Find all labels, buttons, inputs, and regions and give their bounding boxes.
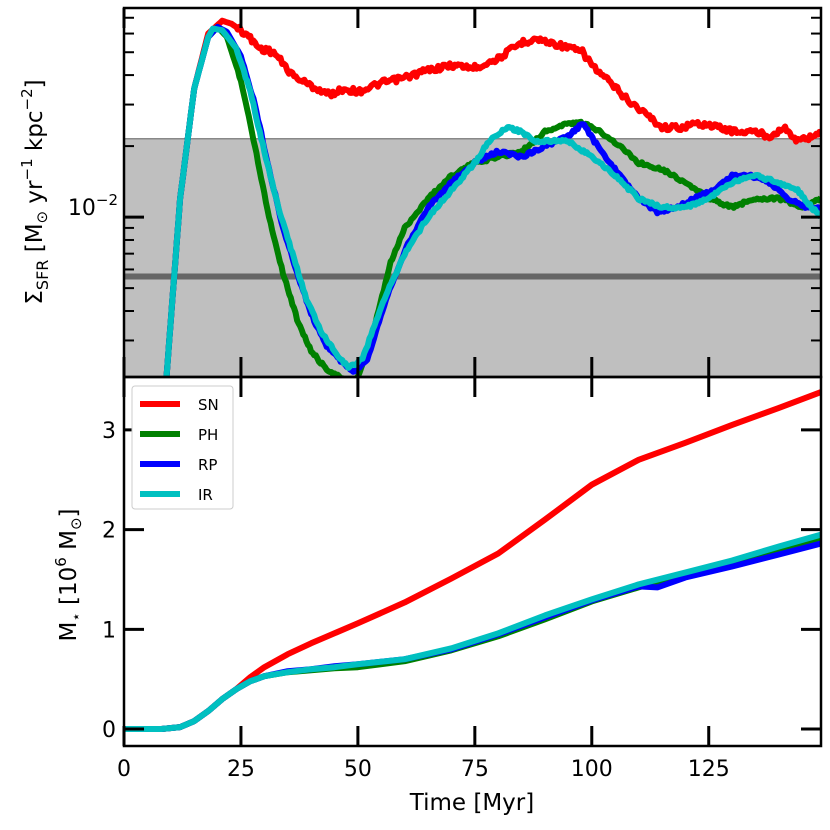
legend-box [131,385,234,510]
sfr-line-ir [163,25,821,377]
ytick-label: 3 [102,419,116,444]
mass-line-ir [124,531,821,732]
mass-panel-frame [122,375,823,748]
sfr-ticks [122,8,821,377]
legend-label-sn: SN [198,396,219,414]
sfr-ylabel: ΣSFR [M⊙ yr−1 kpc−2] [18,79,52,304]
legend-label-ph: PH [198,426,218,444]
ytick-label: 0 [102,718,116,743]
xtick-labels: 0 25 50 75 100 125 [117,757,730,782]
sfr-line-sn [163,17,821,377]
mass-ticks [122,377,821,746]
shaded-band [124,138,821,377]
ytick-label: 1 [102,618,116,643]
legend-label-rp: RP [198,456,217,474]
stellar-mass-panel: 0 25 50 75 100 125 0 1 2 3 Time [Myr] M⋆ [106 M⊙… [52,375,823,816]
xtick-label: 50 [344,757,372,782]
sfr-series-group [163,17,821,377]
sfr-panel: 10−2 ΣSFR [M⊙ yr−1 kpc−2] [18,6,823,379]
legend: SN PH RP IR [131,385,234,510]
legend-label-ir: IR [198,486,213,504]
xtick-label: 125 [688,757,730,782]
mass-line-rp [124,540,821,732]
xtick-label: 0 [117,757,131,782]
mass-ylabel: M⋆ [106 M⊙] [52,508,85,641]
mass-series-group [124,389,821,732]
xtick-label: 75 [461,757,489,782]
xtick-label: 25 [227,757,255,782]
ytick-labels: 0 1 2 3 [102,419,116,743]
ytick-label: 2 [102,519,116,544]
xtick-label: 100 [571,757,613,782]
ytick-label-1e-2: 10−2 [68,191,118,221]
xlabel: Time [Myr] [409,790,534,816]
